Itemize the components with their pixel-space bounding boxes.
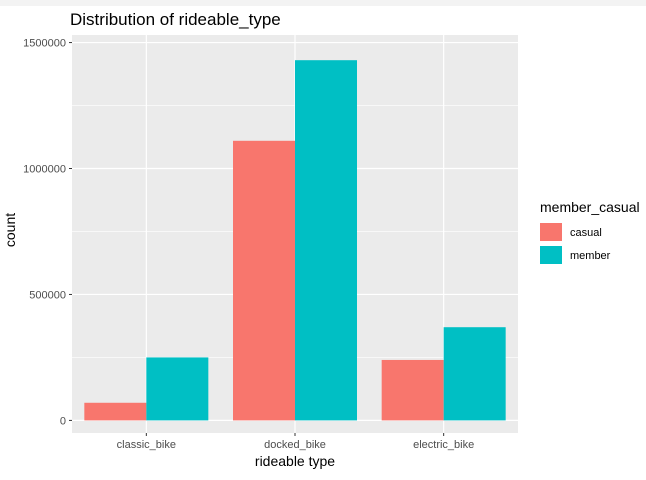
y-tick-label: 1000000	[23, 164, 66, 176]
legend-title: member_casual	[540, 199, 640, 215]
chart-title: Distribution of rideable_type	[70, 10, 281, 29]
bar-casual-docked_bike	[233, 140, 295, 421]
y-axis-label: count	[2, 213, 18, 247]
bar-member-classic_bike	[146, 357, 209, 421]
x-axis-label: rideable type	[255, 453, 335, 469]
y-axis: 0 500000 1000000 1500000	[23, 38, 72, 427]
bars	[84, 60, 506, 421]
x-tick-label-electric_bike: electric_bike	[413, 439, 474, 451]
legend-label-casual: casual	[570, 227, 602, 239]
x-tick-label-docked_bike: docked_bike	[264, 439, 326, 451]
legend-label-member: member	[570, 250, 611, 262]
legend-key-casual	[540, 223, 562, 241]
y-tick-label: 500000	[29, 289, 66, 301]
top-strip	[0, 0, 646, 6]
bar-member-docked_bike	[295, 60, 357, 421]
bar-member-electric_bike	[443, 327, 506, 421]
bar-casual-electric_bike	[381, 359, 444, 421]
y-tick-label: 0	[60, 415, 66, 427]
x-axis: classic_bike docked_bike electric_bike	[117, 433, 474, 451]
y-tick-label: 1500000	[23, 38, 66, 50]
legend: member_casual casual member	[540, 199, 640, 264]
bar-casual-classic_bike	[84, 402, 147, 421]
legend-key-member	[540, 246, 562, 264]
x-tick-label-classic_bike: classic_bike	[117, 439, 176, 451]
